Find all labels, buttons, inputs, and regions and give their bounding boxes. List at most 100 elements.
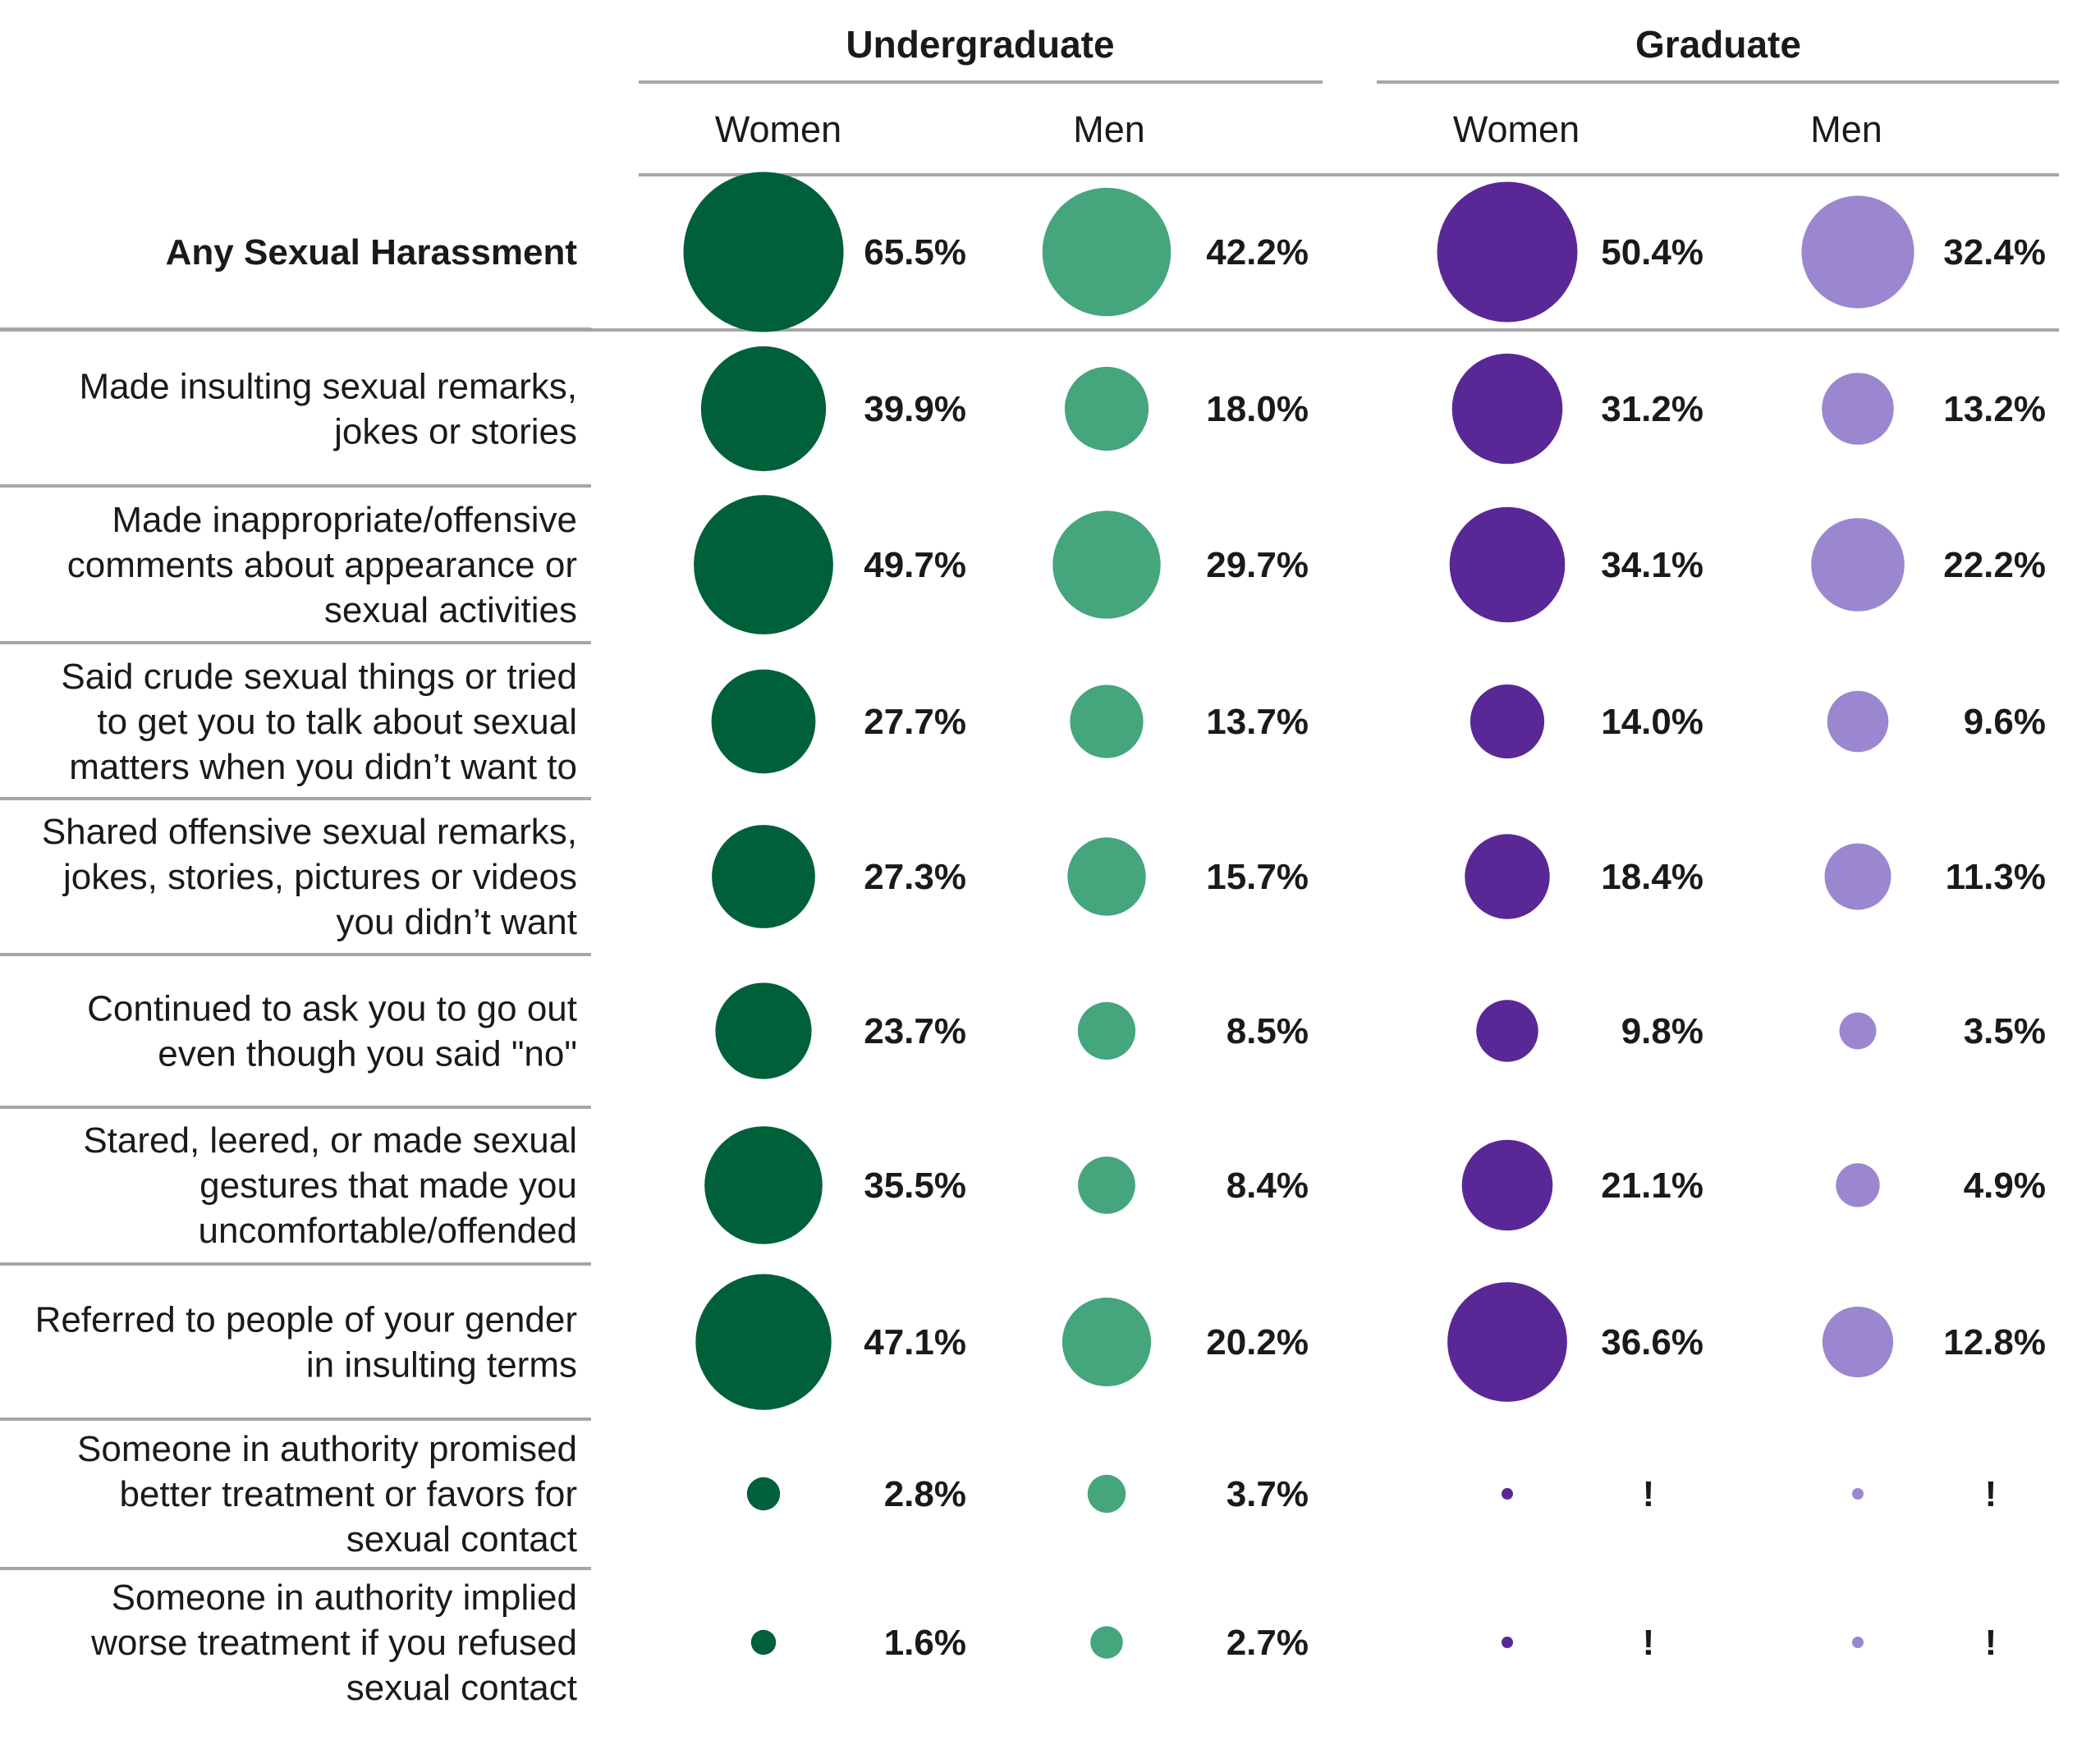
- value-label: 13.2%: [1943, 389, 2046, 429]
- value-label: 27.7%: [864, 702, 966, 742]
- value-label: 3.7%: [1227, 1474, 1309, 1514]
- value-label: 31.2%: [1601, 389, 1703, 429]
- bubble-undergraduate-men: [1042, 187, 1172, 317]
- row-label-line: in insulting terms: [306, 1345, 577, 1385]
- suppressed-value-label: !: [1643, 1474, 1655, 1514]
- bubble-undergraduate-women: [694, 495, 833, 634]
- bubble-undergraduate-women: [746, 1477, 781, 1511]
- bubble-undergraduate-women: [715, 982, 812, 1079]
- row-label-line: jokes, stories, pictures or videos: [62, 857, 577, 897]
- row-label-line: even though you said "no": [158, 1034, 577, 1074]
- bubble-undergraduate-men: [1078, 1156, 1135, 1214]
- row-label: Made inappropriate/offensive comments abo…: [67, 500, 577, 630]
- group-header-undergraduate: Undergraduate: [846, 23, 1114, 66]
- value-label: 49.7%: [864, 545, 966, 585]
- row-label: Continued to ask you to go out even thoug…: [87, 989, 577, 1074]
- row-label-line: worse treatment if you refused: [90, 1623, 577, 1663]
- bubble-graduate-women: [1502, 1637, 1513, 1648]
- column-header-undergraduate-women: Women: [715, 108, 841, 150]
- value-label: 1.6%: [884, 1623, 966, 1663]
- value-label: 3.5%: [1964, 1011, 2046, 1051]
- row-label-line: sexual contact: [346, 1519, 577, 1559]
- bubble-undergraduate-men: [1067, 837, 1146, 916]
- value-label: 13.7%: [1206, 702, 1309, 742]
- bubble-graduate-women: [1449, 506, 1566, 623]
- bubble-graduate-men: [1852, 1637, 1864, 1648]
- row-label-line: Any Sexual Harassment: [166, 232, 578, 272]
- value-label: 36.6%: [1601, 1322, 1703, 1362]
- row-label-line: Someone in authority promised: [77, 1429, 577, 1469]
- bubble-graduate-men: [1839, 1012, 1877, 1050]
- column-header-graduate-women: Women: [1453, 108, 1580, 150]
- bubble-graduate-men: [1836, 1163, 1880, 1207]
- row-label-line: sexual activities: [324, 590, 577, 630]
- value-label: 18.0%: [1206, 389, 1309, 429]
- value-label: 65.5%: [864, 232, 966, 272]
- row-label-line: Shared offensive sexual remarks,: [42, 812, 577, 852]
- bubble-undergraduate-men: [1090, 1626, 1123, 1659]
- bubble-graduate-men: [1822, 1306, 1894, 1378]
- row-label-line: Continued to ask you to go out: [87, 989, 577, 1029]
- bubble-undergraduate-women: [695, 1274, 832, 1410]
- value-label: 23.7%: [864, 1011, 966, 1051]
- value-label: 18.4%: [1601, 857, 1703, 897]
- bubble-graduate-women: [1447, 1282, 1567, 1402]
- bubble-graduate-men: [1801, 195, 1914, 309]
- bubble-graduate-women: [1451, 353, 1563, 465]
- row-label-line: gestures that made you: [199, 1166, 577, 1206]
- bubble-undergraduate-men: [1087, 1474, 1126, 1514]
- bubble-graduate-women: [1461, 1139, 1553, 1231]
- value-label: 29.7%: [1206, 545, 1309, 585]
- row-label-line: Made insulting sexual remarks,: [80, 367, 577, 407]
- column-header-undergraduate-men: Men: [1073, 108, 1145, 150]
- row-label: Said crude sexual things or tried to get …: [61, 657, 577, 787]
- row-label-line: Said crude sexual things or tried: [61, 657, 577, 697]
- row-label: Someone in authority promised better trea…: [77, 1429, 577, 1559]
- row-label-line: to get you to talk about sexual: [97, 702, 577, 742]
- bubble-undergraduate-men: [1070, 685, 1144, 758]
- bubble-undergraduate-women: [683, 172, 844, 332]
- bubble-graduate-women: [1465, 834, 1550, 919]
- row-label-line: uncomfortable/offended: [198, 1211, 577, 1251]
- row-label: Stared, leered, or made sexual gestures t…: [83, 1120, 577, 1251]
- row-label: Shared offensive sexual remarks, jokes, s…: [42, 812, 577, 942]
- bubble-undergraduate-men: [1061, 1297, 1152, 1387]
- bubble-graduate-men: [1811, 518, 1905, 611]
- value-label: 39.9%: [864, 389, 966, 429]
- bubble-graduate-women: [1470, 684, 1545, 759]
- bubble-undergraduate-men: [1052, 511, 1161, 619]
- suppressed-value-label: !: [1985, 1474, 1997, 1514]
- bubble-graduate-women: [1476, 1000, 1538, 1062]
- bubble-undergraduate-women: [704, 1126, 823, 1244]
- suppressed-value-label: !: [1985, 1623, 1997, 1663]
- bubble-graduate-men: [1827, 690, 1889, 753]
- value-label: 27.3%: [864, 857, 966, 897]
- value-label: 2.7%: [1227, 1623, 1309, 1663]
- bubble-graduate-men: [1852, 1488, 1864, 1500]
- value-label: 9.8%: [1621, 1011, 1703, 1051]
- row-label: Made insulting sexual remarks, jokes or s…: [80, 367, 577, 452]
- bubble-undergraduate-women: [712, 825, 815, 928]
- bubble-undergraduate-women: [750, 1629, 777, 1656]
- row-label-line: Made inappropriate/offensive: [112, 500, 577, 540]
- suppressed-value-label: !: [1643, 1623, 1655, 1663]
- bubble-graduate-men: [1822, 373, 1894, 445]
- value-label: 47.1%: [864, 1322, 966, 1362]
- row-label-line: jokes or stories: [332, 412, 577, 452]
- bubble-undergraduate-women: [700, 346, 827, 472]
- row-label-line: you didn’t want: [336, 902, 577, 942]
- row-label-line: better treatment or favors for: [119, 1474, 577, 1514]
- value-label: 2.8%: [884, 1474, 966, 1514]
- bubble-graduate-women: [1437, 181, 1578, 323]
- row-label-line: comments about appearance or: [67, 545, 577, 585]
- value-label: 9.6%: [1964, 702, 2046, 742]
- bubble-undergraduate-women: [711, 669, 816, 774]
- value-label: 20.2%: [1206, 1322, 1309, 1362]
- value-label: 22.2%: [1943, 545, 2046, 585]
- value-label: 8.4%: [1227, 1166, 1309, 1206]
- row-label-line: matters when you didn’t want to: [69, 747, 577, 787]
- bubble-graduate-men: [1824, 843, 1891, 910]
- value-label: 12.8%: [1943, 1322, 2046, 1362]
- value-label: 14.0%: [1601, 702, 1703, 742]
- value-label: 15.7%: [1206, 857, 1309, 897]
